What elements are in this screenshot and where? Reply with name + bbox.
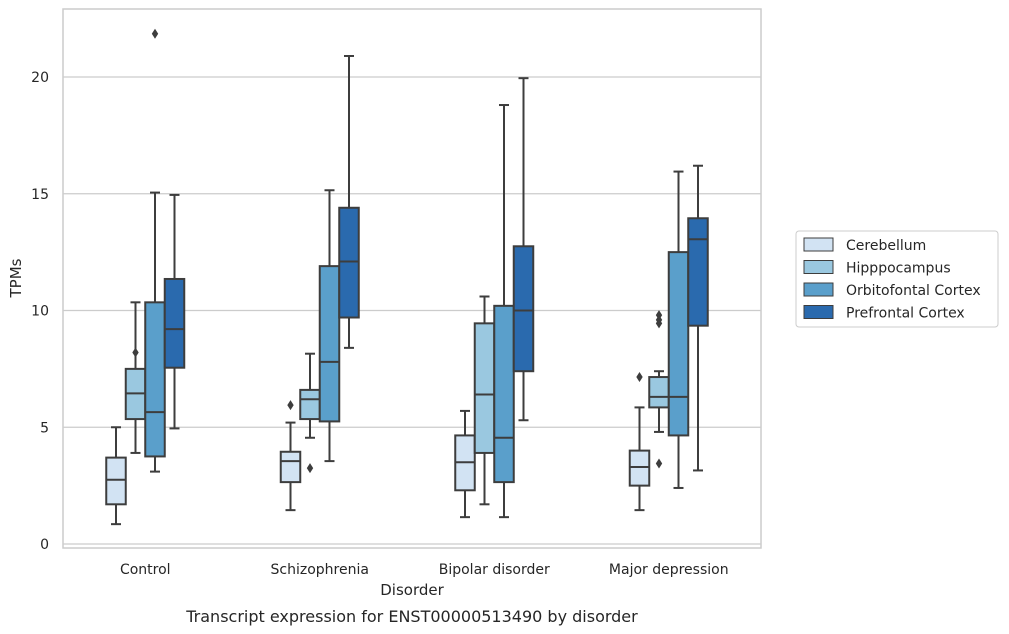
outlier-point xyxy=(151,28,159,39)
box xyxy=(279,450,302,484)
boxes xyxy=(105,28,709,526)
box xyxy=(687,217,709,327)
box xyxy=(493,304,515,484)
box-group xyxy=(299,352,321,474)
legend-frame xyxy=(795,230,999,328)
x-tick-label: Bipolar disorder xyxy=(439,562,550,578)
box-group xyxy=(473,295,496,506)
box xyxy=(667,251,690,437)
y-axis-title: TPMs xyxy=(7,258,25,298)
box-group xyxy=(318,189,341,463)
outlier-point xyxy=(132,347,139,358)
box-group xyxy=(105,426,127,526)
box xyxy=(648,376,670,409)
legend-label: Prefrontal Cortex xyxy=(846,306,965,322)
box-group xyxy=(687,164,709,472)
y-tick-label: 15 xyxy=(31,187,49,203)
outlier-point xyxy=(306,463,314,474)
box-group xyxy=(667,170,690,489)
y-tick-label: 0 xyxy=(40,537,49,553)
box-group xyxy=(144,28,166,473)
outlier-point xyxy=(655,458,663,469)
box-group xyxy=(648,310,670,469)
box xyxy=(628,449,651,487)
legend-swatch xyxy=(803,305,834,319)
box-group xyxy=(279,400,302,512)
box xyxy=(144,301,166,458)
box-group xyxy=(338,54,360,349)
figure-caption: Transcript expression for ENST0000051349… xyxy=(185,607,638,626)
outlier-point xyxy=(636,372,643,383)
box xyxy=(318,265,341,423)
box-group xyxy=(163,193,186,430)
legend: Cerebellum Hipppocampus Orbitofontal Corte… xyxy=(795,230,999,328)
legend-swatch xyxy=(803,260,834,274)
box-group xyxy=(628,372,651,512)
box-group xyxy=(512,77,535,422)
box xyxy=(105,456,127,506)
y-tick-label: 5 xyxy=(40,420,49,436)
plot-area-frame xyxy=(62,8,762,549)
x-tick-label: Control xyxy=(120,562,171,578)
box xyxy=(473,322,496,454)
x-tick-label: Major depression xyxy=(609,562,729,578)
legend-label: Orbitofontal Cortex xyxy=(846,283,981,299)
x-axis-ticks: Control Schizophrenia Bipolar disorder Majo… xyxy=(120,562,729,578)
y-tick-label: 20 xyxy=(31,70,49,86)
box xyxy=(512,245,535,373)
x-axis-title: Disorder xyxy=(380,581,444,599)
outlier-point xyxy=(287,400,294,411)
outlier-point xyxy=(655,310,663,321)
y-tick-label: 10 xyxy=(31,304,49,320)
x-tick-label: Schizophrenia xyxy=(271,562,369,578)
box xyxy=(299,388,321,421)
box xyxy=(163,277,186,369)
box-group xyxy=(124,301,147,454)
box-group xyxy=(454,409,476,519)
box-group xyxy=(493,104,515,519)
legend-swatch xyxy=(803,237,834,252)
legend-swatch xyxy=(803,282,834,297)
legend-label: Cerebellum xyxy=(846,238,926,254)
y-axis-ticks: 0 5 10 15 20 xyxy=(31,70,49,553)
box xyxy=(338,206,360,319)
legend-label: Hipppocampus xyxy=(846,261,951,277)
